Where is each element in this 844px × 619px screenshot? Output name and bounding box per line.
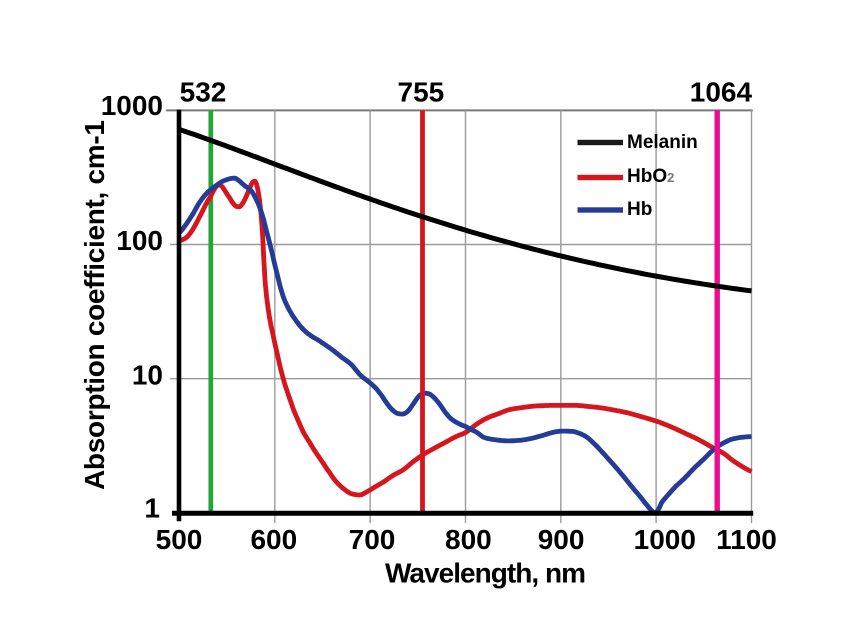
svg-text:755: 755 (398, 77, 445, 108)
svg-text:700: 700 (349, 524, 396, 555)
svg-text:600: 600 (250, 524, 297, 555)
svg-text:500: 500 (156, 524, 203, 555)
svg-text:900: 900 (538, 524, 585, 555)
svg-text:HbO2: HbO2 (627, 166, 674, 187)
svg-text:1: 1 (144, 493, 160, 524)
svg-text:1064: 1064 (690, 77, 753, 108)
svg-text:1100: 1100 (716, 524, 777, 555)
svg-text:Absorption coefficient, cm-1: Absorption coefficient, cm-1 (79, 120, 110, 490)
svg-text:Hb: Hb (627, 199, 652, 220)
svg-text:800: 800 (445, 524, 492, 555)
svg-text:1000: 1000 (101, 90, 163, 121)
svg-text:10: 10 (132, 360, 163, 391)
svg-text:Melanin: Melanin (627, 132, 698, 153)
svg-text:1000: 1000 (634, 524, 696, 555)
svg-text:532: 532 (180, 77, 227, 108)
svg-text:Wavelength, nm: Wavelength, nm (385, 558, 586, 589)
svg-text:100: 100 (116, 225, 163, 256)
